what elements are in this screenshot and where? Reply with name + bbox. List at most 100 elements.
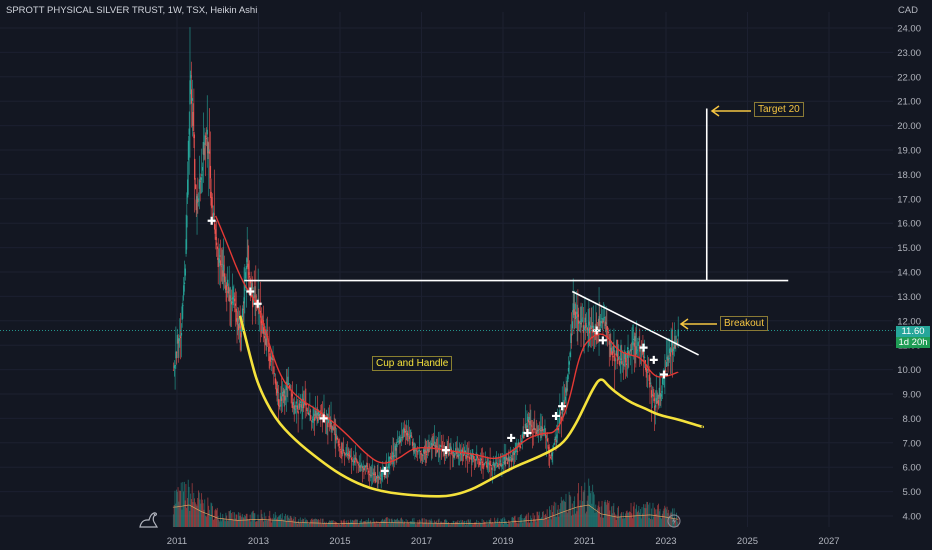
candle-body xyxy=(646,372,648,373)
volume-bar xyxy=(422,523,424,527)
candle-body xyxy=(426,446,429,451)
candle-body xyxy=(272,358,274,360)
volume-bar xyxy=(559,508,561,527)
volume-bar xyxy=(480,523,482,527)
candle-body xyxy=(342,450,345,452)
candle-body xyxy=(245,266,248,270)
candle-body xyxy=(650,382,652,384)
volume-bar xyxy=(592,492,594,527)
volume-bar xyxy=(610,515,612,527)
volume-bar xyxy=(342,522,344,527)
tradingview-dinosaur-icon[interactable] xyxy=(138,511,160,534)
volume-bar xyxy=(625,513,626,527)
y-tick-label: 20.00 xyxy=(897,121,921,132)
candle-body xyxy=(207,141,209,154)
candle-body xyxy=(405,430,407,432)
candle-body xyxy=(677,329,679,337)
candle-body xyxy=(400,438,402,441)
volume-bar xyxy=(199,499,201,527)
lightning-icon[interactable] xyxy=(667,514,681,533)
volume-bar xyxy=(517,517,519,527)
candle-body xyxy=(368,473,371,476)
volume-bar xyxy=(410,521,412,527)
volume-bar xyxy=(638,506,640,527)
volume-bar xyxy=(437,523,438,527)
volume-bar xyxy=(523,518,525,527)
candle-body xyxy=(580,322,582,325)
volume-bar xyxy=(225,512,227,527)
candle-body xyxy=(600,320,603,324)
volume-bar xyxy=(618,516,620,527)
volume-bar xyxy=(247,519,249,527)
volume-bar xyxy=(677,515,679,527)
volume-bar xyxy=(303,521,305,527)
candle-body xyxy=(605,322,607,325)
volume-bar xyxy=(539,519,541,527)
candle-body xyxy=(488,462,491,464)
volume-bar xyxy=(556,509,558,527)
volume-bar xyxy=(210,502,212,527)
volume-bar xyxy=(319,523,321,527)
candle-body xyxy=(366,465,368,467)
volume-bar xyxy=(232,512,234,527)
candle-body xyxy=(611,351,614,356)
volume-bar xyxy=(277,517,279,527)
volume-bar xyxy=(228,510,230,527)
volume-bar xyxy=(394,520,396,527)
candle-body xyxy=(671,342,673,346)
candle-body xyxy=(212,212,215,217)
volume-bar xyxy=(636,512,638,527)
candle-body xyxy=(343,452,346,454)
candle-body xyxy=(197,199,199,202)
volume-bar xyxy=(435,521,437,527)
candle-body xyxy=(484,463,486,465)
candle-body xyxy=(270,361,272,362)
candle-body xyxy=(659,393,661,399)
volume-bar xyxy=(387,523,389,527)
candle-body xyxy=(194,158,196,180)
candle-body xyxy=(258,303,260,309)
candle-body xyxy=(643,355,645,358)
candle-body xyxy=(559,411,561,415)
signal-marker xyxy=(639,343,648,352)
candle-body xyxy=(607,332,610,333)
candle-body xyxy=(491,467,493,470)
candle-body xyxy=(585,322,587,329)
volume-bar xyxy=(451,523,453,527)
volume-bar xyxy=(243,517,245,527)
time-axis[interactable]: 2011 2013 2015 2017 2019 2021 2023 2025 2027 xyxy=(167,536,840,547)
candle-body xyxy=(347,452,349,455)
volume-bar xyxy=(230,513,232,527)
volume-bar xyxy=(266,520,268,527)
signal-marker xyxy=(649,355,658,364)
volume-bar xyxy=(611,513,613,527)
candle-body xyxy=(215,236,217,241)
candle-body xyxy=(538,428,540,430)
candle-body xyxy=(495,462,497,464)
candle-body xyxy=(445,455,447,456)
volume-bar xyxy=(193,492,195,527)
volume-bar xyxy=(625,511,627,527)
y-tick-label: 12.00 xyxy=(897,316,921,327)
volume-bar xyxy=(543,518,545,527)
x-tick-label: 2013 xyxy=(248,536,269,547)
volume-bar xyxy=(627,512,629,527)
volume-bar xyxy=(541,517,543,527)
candle-body xyxy=(481,461,483,464)
y-tick-label: 18.00 xyxy=(897,170,921,181)
volume-bar xyxy=(491,521,493,527)
price-axis[interactable]: 4.005.006.007.008.009.0010.0011.0012.001… xyxy=(897,24,921,523)
candle-body xyxy=(500,463,502,467)
candle-body xyxy=(600,325,602,327)
volume-bar xyxy=(642,513,644,527)
candle-body xyxy=(335,436,338,439)
volume-bar xyxy=(509,522,511,527)
candle-body xyxy=(264,331,266,335)
x-tick-label: 2011 xyxy=(167,536,187,547)
candle-body xyxy=(541,426,543,430)
candle-body xyxy=(327,422,329,428)
candle-body xyxy=(652,394,654,396)
candle-body xyxy=(307,412,310,415)
volume-bar xyxy=(404,524,406,527)
